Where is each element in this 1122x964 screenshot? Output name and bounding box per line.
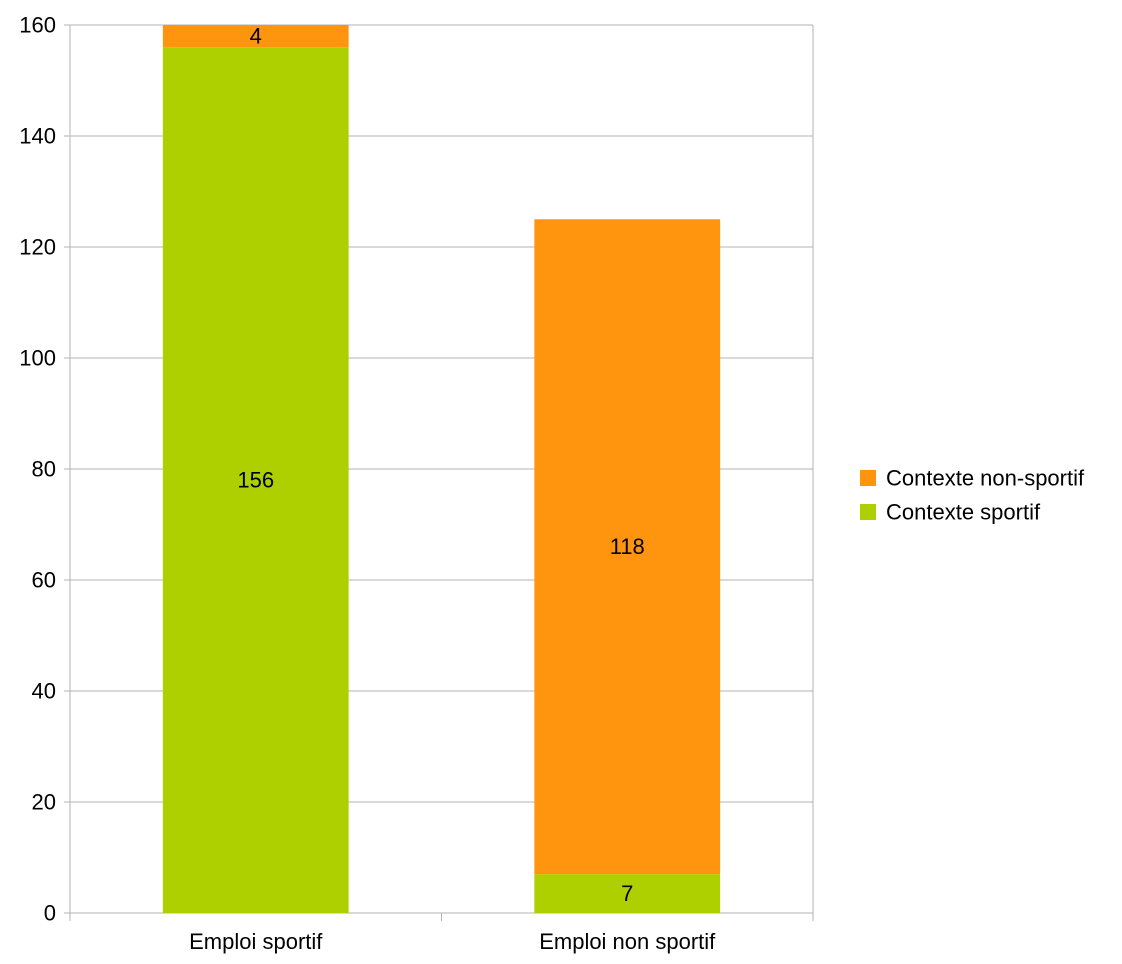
data-labels: 156 4 7 118 [237,24,644,906]
legend-label: Contexte sportif [886,500,1041,525]
legend: Contexte non-sportif Contexte sportif [860,466,1085,525]
y-tick-label: 0 [44,901,56,926]
y-tick-label: 140 [19,124,56,149]
y-tick-label: 40 [32,679,56,704]
bar-segment [162,47,349,913]
bar-segment [162,25,349,48]
y-tick-label: 120 [19,235,56,260]
x-tick-label: Emploi sportif [189,929,323,954]
y-tick-label: 160 [19,13,56,38]
y-tick-label: 60 [32,568,56,593]
y-tick-label: 80 [32,457,56,482]
y-tick-label: 100 [19,346,56,371]
data-label: 4 [250,24,262,49]
legend-swatch [860,470,876,486]
legend-label: Contexte non-sportif [886,466,1085,491]
legend-swatch [860,504,876,520]
y-tick-label: 20 [32,790,56,815]
axes: 0 20 40 60 80 100 120 140 160 Emploi sportif Emplo… [19,13,814,954]
data-label: 118 [610,534,645,559]
bar-segment [534,874,721,913]
x-tick-label: Emploi non sportif [539,929,716,954]
bars [162,25,721,913]
data-label: 7 [621,881,633,906]
bar-segment [534,219,721,875]
data-label: 156 [237,468,274,493]
